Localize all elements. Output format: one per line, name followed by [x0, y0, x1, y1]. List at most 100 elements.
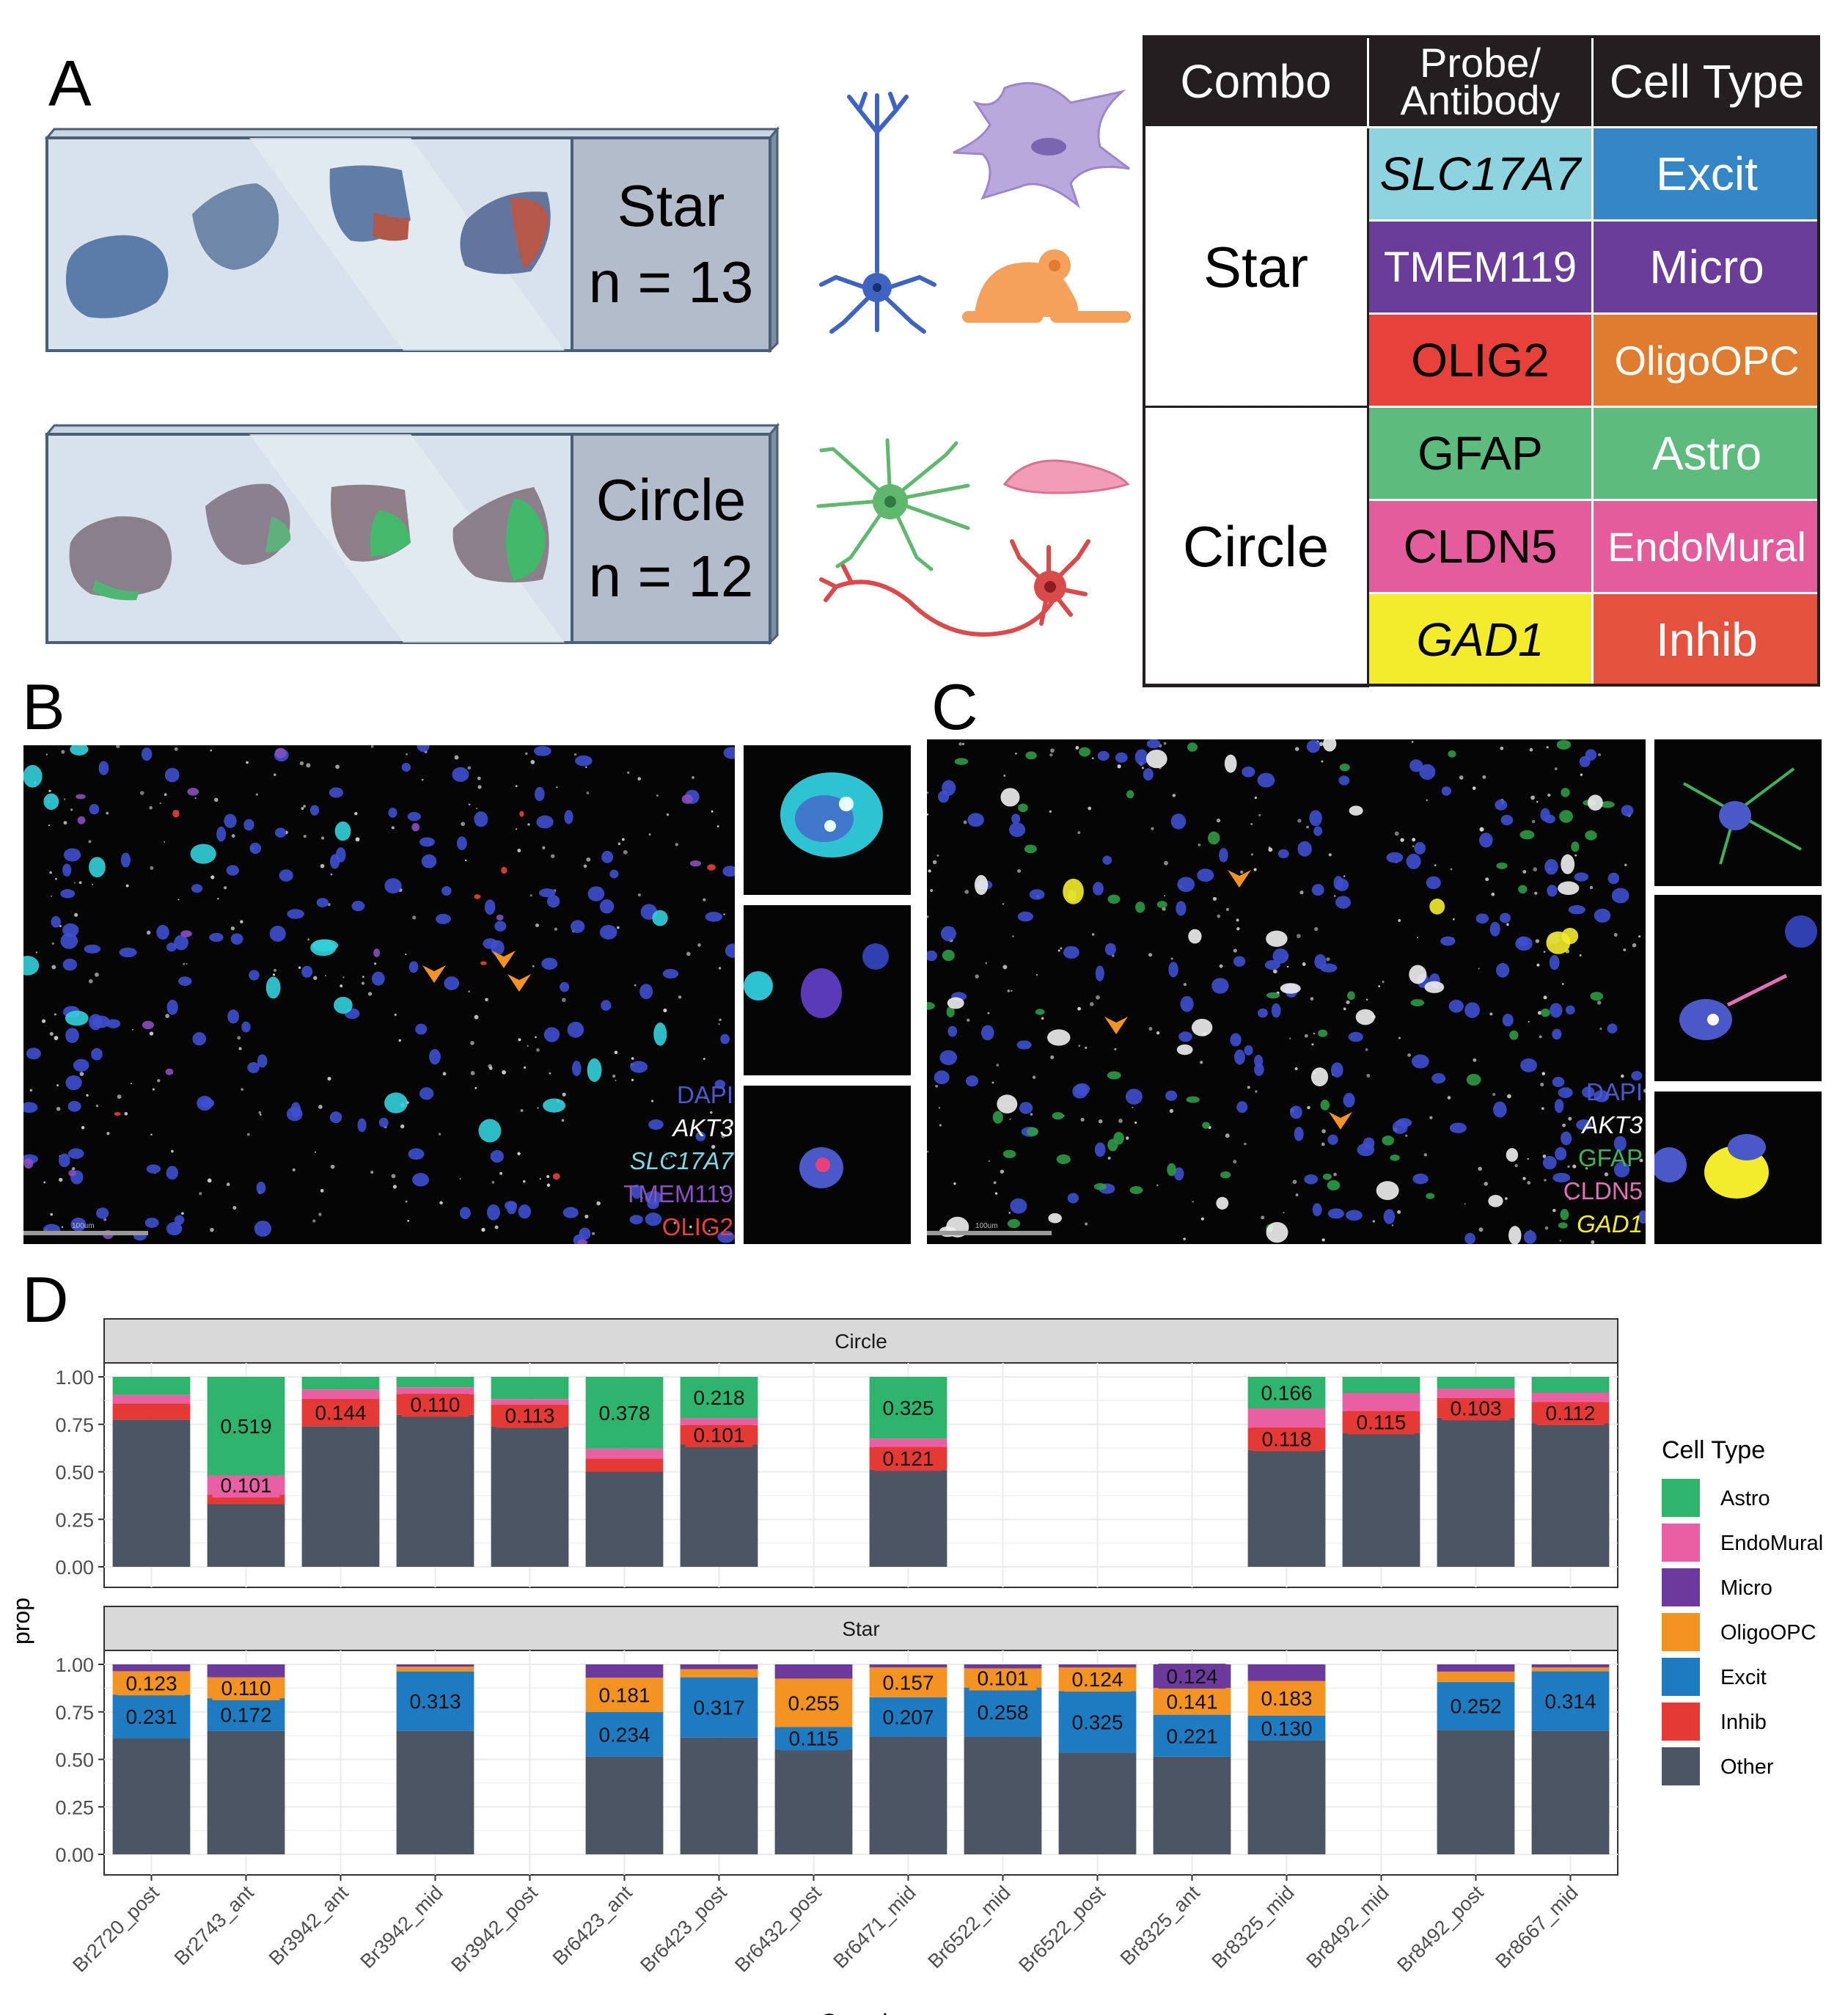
x-tick-label: Br6471_mid — [829, 1881, 920, 1972]
speckle — [520, 1109, 524, 1112]
nucleus — [1517, 936, 1529, 947]
bar-segment-micro — [964, 1664, 1042, 1669]
speckle — [130, 1082, 132, 1085]
speckle — [550, 854, 555, 858]
speckle — [1080, 1117, 1085, 1122]
speckle — [207, 1178, 212, 1183]
nucleus — [70, 1218, 87, 1232]
speckle — [165, 1014, 170, 1018]
nucleus — [1611, 888, 1629, 904]
speckle — [1478, 1166, 1482, 1171]
panel-d-chart: Circle 0.00 0.25 0.50 0.75 1.00 0.101 0.519 0.14… — [8, 1318, 1823, 2015]
speckle — [224, 886, 227, 890]
facet-strip — [103, 1318, 1618, 1364]
data-label-bg — [969, 1700, 1037, 1725]
speckle — [615, 1079, 617, 1081]
slc17a7-signal — [334, 821, 351, 841]
data-label: 0.183 — [1261, 1687, 1312, 1710]
speckle — [407, 1219, 410, 1222]
gfap-signal — [1052, 1112, 1064, 1120]
speckle — [719, 1018, 722, 1022]
nucleus — [243, 819, 254, 831]
gad1-signal — [1546, 931, 1571, 954]
nucleus — [144, 1218, 159, 1228]
speckle — [494, 1225, 499, 1229]
akt3-signal — [1048, 1213, 1062, 1224]
speckle — [1398, 1036, 1401, 1039]
nucleus — [1574, 872, 1589, 882]
nucleus — [631, 1184, 642, 1199]
data-label-bg — [1253, 1426, 1321, 1452]
nucleus — [174, 1215, 185, 1225]
speckle — [1527, 1158, 1529, 1160]
speckle — [556, 786, 558, 789]
nucleus — [1271, 1003, 1281, 1018]
nucleus — [146, 1164, 161, 1174]
x-tick-label: Br8325_ant — [1116, 1881, 1204, 1970]
nucleus — [452, 767, 469, 782]
speckle — [1504, 1197, 1508, 1200]
data-label: 0.314 — [1544, 1690, 1596, 1713]
bar-segment-other — [869, 1469, 947, 1567]
speckle — [210, 1227, 214, 1232]
nucleus — [1547, 885, 1558, 897]
speckle — [1032, 1075, 1036, 1079]
legend-label: Other — [1720, 1755, 1774, 1779]
legend-gad1: GAD1 — [1577, 1210, 1643, 1237]
nucleus — [1236, 1101, 1248, 1113]
gfap-signal — [1322, 1173, 1332, 1180]
bar-segment-micro — [774, 1664, 853, 1679]
speckle — [1412, 845, 1415, 847]
nucleus — [541, 957, 558, 970]
nucleus — [1419, 764, 1436, 780]
speckle — [1522, 870, 1527, 874]
nucleus — [725, 943, 735, 958]
speckle — [1397, 1210, 1401, 1214]
speckle — [131, 1028, 134, 1031]
data-label-bg — [590, 1682, 659, 1708]
speckle — [638, 893, 641, 896]
nucleus — [191, 884, 203, 893]
nucleus — [647, 1199, 659, 1210]
data-label: 0.258 — [977, 1701, 1028, 1724]
speckle — [617, 842, 621, 846]
speckle — [301, 807, 304, 810]
speckle — [1302, 962, 1306, 966]
nucleus — [1311, 884, 1324, 896]
speckle — [374, 962, 377, 965]
data-label-bg — [401, 1392, 469, 1417]
slide-star-label: Star n = 13 — [572, 138, 770, 351]
speckle — [1156, 1184, 1159, 1187]
nucleus — [1544, 858, 1558, 875]
nucleus — [1348, 1031, 1363, 1042]
data-label: 0.144 — [315, 1402, 366, 1425]
tmem119-signal — [68, 1169, 76, 1177]
speckle — [214, 797, 219, 802]
speckle — [56, 1084, 59, 1086]
speckle — [73, 882, 76, 884]
data-label: 0.317 — [693, 1697, 744, 1719]
data-label: 0.115 — [789, 1727, 839, 1749]
speckle — [470, 1070, 475, 1075]
bar-segment-other — [869, 1736, 947, 1854]
bar-segment-inhib — [112, 1403, 191, 1420]
speckle — [1544, 1179, 1547, 1182]
nucleus — [62, 863, 72, 877]
speckle — [412, 915, 417, 920]
gfap-signal — [1466, 1073, 1481, 1086]
legend-gfap: GFAP — [1577, 1144, 1643, 1171]
speckle — [163, 841, 165, 843]
speckle — [1002, 965, 1008, 970]
speckle — [626, 771, 630, 775]
speckle — [1530, 795, 1535, 800]
speckle — [1236, 918, 1239, 922]
speckle — [1473, 1058, 1477, 1062]
speckle — [488, 1064, 493, 1069]
nucleus — [1411, 1054, 1429, 1069]
bar-segment-oligoopc — [396, 1667, 474, 1672]
speckle — [996, 1064, 1000, 1067]
nucleus — [1211, 978, 1229, 994]
gfap-signal — [1541, 1008, 1550, 1017]
bar-segment-micro — [396, 1664, 474, 1667]
speckle — [467, 766, 472, 770]
